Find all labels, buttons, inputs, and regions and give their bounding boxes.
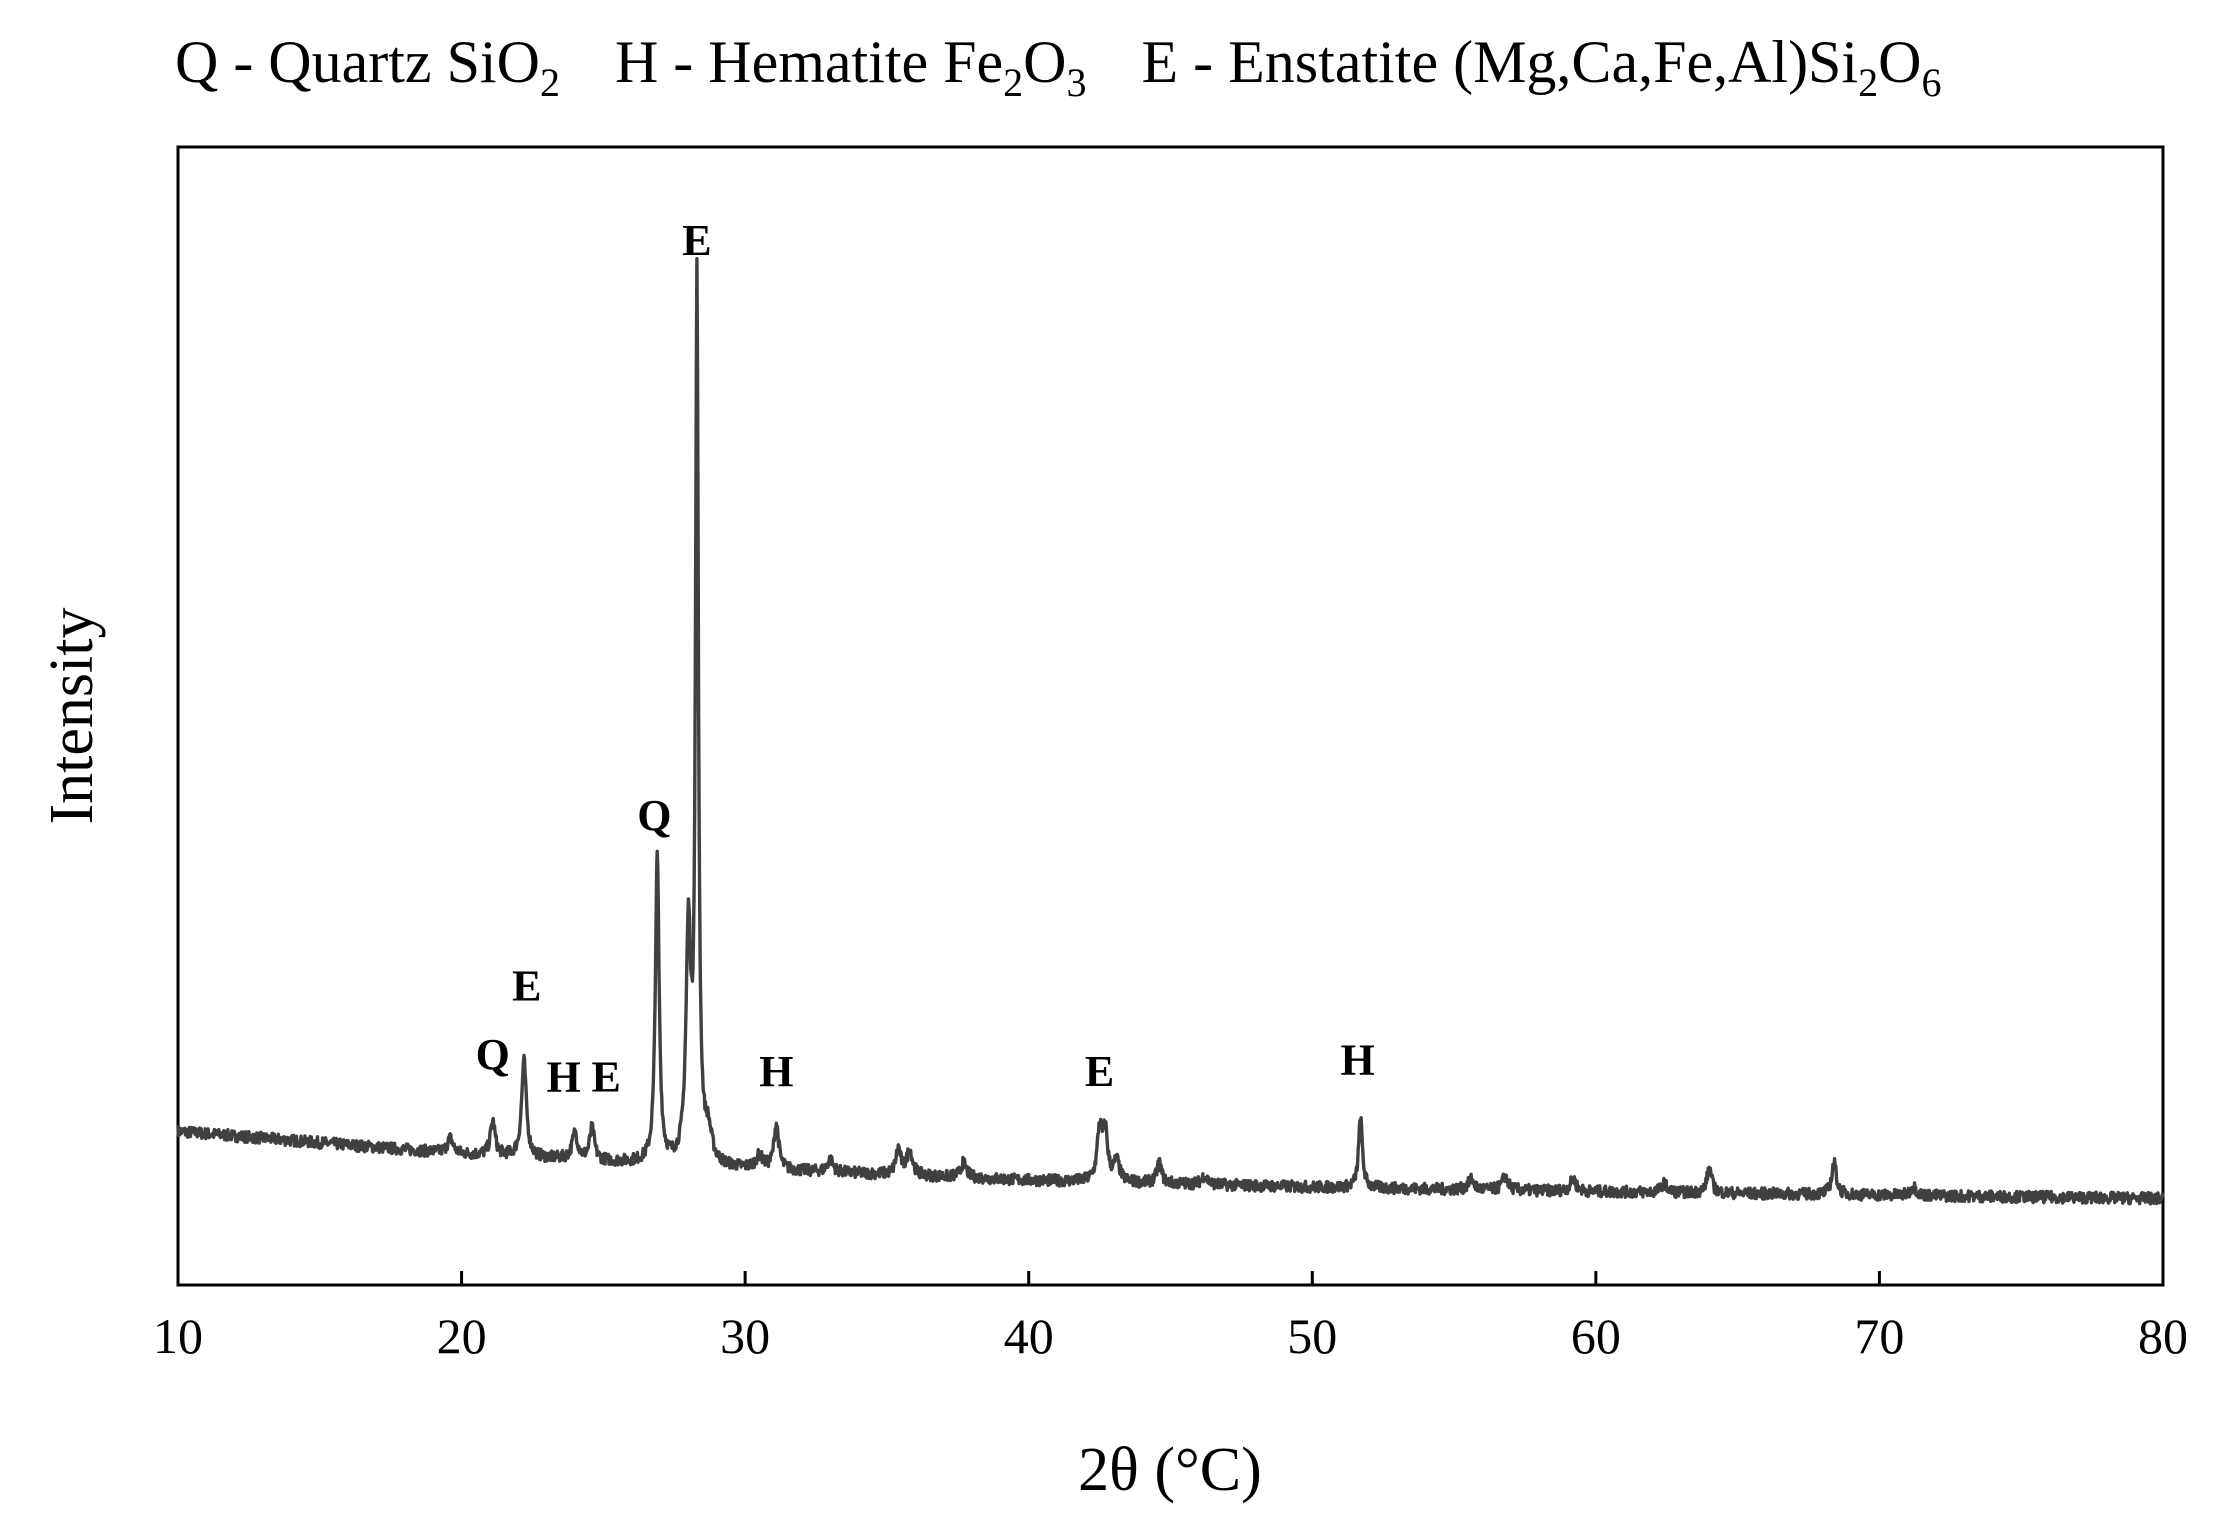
peak-label-q: Q [637,791,671,840]
legend-formula-subscript: 2 [1858,60,1878,105]
x-tick-label-40: 40 [1004,1308,1054,1364]
x-tick-label-60: 60 [1571,1308,1621,1364]
legend-formula-subscript: 3 [1067,60,1087,105]
x-tick-label-50: 50 [1287,1308,1337,1364]
legend-formula-part: Fe [943,29,1003,95]
peak-label-e: E [592,1053,621,1102]
x-axis-label: 2θ (°C) [1078,1436,1262,1504]
peak-label-e: E [682,216,711,265]
legend-text: Q - Quartz SiO2​H - Hematite Fe2​O3​E - … [175,29,1941,105]
peak-label-h: H [1341,1035,1375,1084]
x-axis-ticks: 10 20 30 40 50 60 70 80 [153,1271,2188,1364]
peak-label-q: Q [476,1030,510,1079]
x-tick-label-80: 80 [2138,1308,2188,1364]
xrd-pattern-line [176,257,2165,1206]
legend-formula-subscript: 2 [540,60,560,105]
peak-label-e: E [1085,1047,1114,1096]
x-tick-label-10: 10 [153,1308,203,1364]
legend-entry-e: E - Enstatite [1142,29,1454,95]
peak-label-h: H [547,1053,581,1102]
y-axis-label: Intensity [38,608,106,825]
legend-entry-h: H - Hematite [615,29,943,95]
legend-formula-part: O [497,29,540,95]
plot-frame [176,145,2165,1287]
peak-label-e: E [512,962,541,1011]
x-tick-label-20: 20 [437,1308,487,1364]
x-tick-label-70: 70 [1854,1308,1904,1364]
legend-formula-subscript: 2 [1003,60,1023,105]
peak-label-h: H [759,1047,793,1096]
legend-formula-part: O [1878,29,1921,95]
x-tick-label-30: 30 [720,1308,770,1364]
legend-formula-part: (Mg,Ca,Fe,Al)Si [1453,29,1858,95]
series-group [176,257,2165,1206]
legend-entry-q: Q - Quartz [175,29,447,95]
legend-formula-subscript: 6 [1921,60,1941,105]
legend-formula-part: Si [447,29,497,95]
legend: Q - Quartz SiO2​H - Hematite Fe2​O3​E - … [175,29,1941,105]
legend-formula-part: O [1023,29,1066,95]
